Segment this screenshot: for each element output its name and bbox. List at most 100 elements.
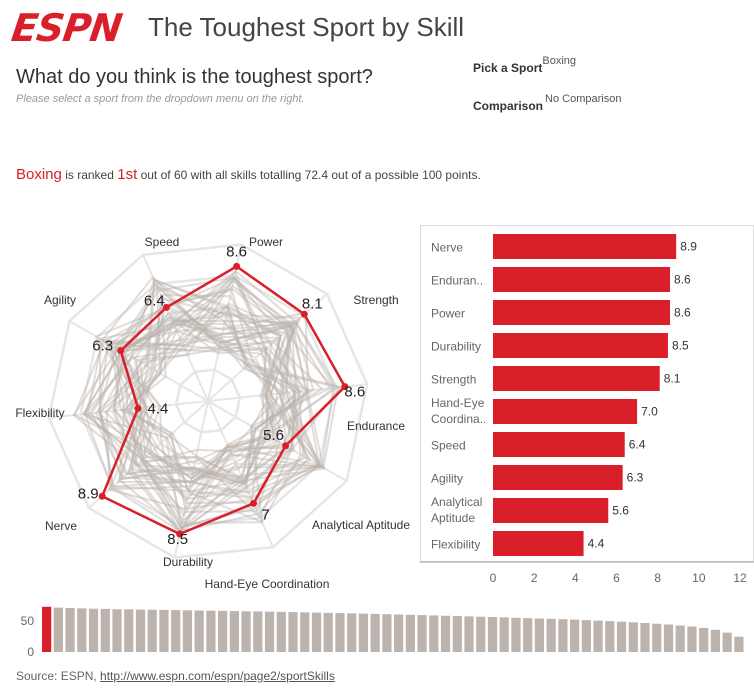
instruction-text: Please select a sport from the dropdown …: [16, 93, 305, 105]
skill-bar-label: Hand-Eye: [431, 396, 485, 410]
ranking-bar[interactable]: [311, 612, 322, 652]
ranking-bar[interactable]: [476, 616, 486, 652]
ranking-bar[interactable]: [593, 620, 603, 652]
ranking-bar[interactable]: [534, 618, 545, 653]
ranking-bar[interactable]: [358, 613, 369, 652]
ranking-bar[interactable]: [440, 615, 451, 652]
ranking-bar[interactable]: [722, 632, 732, 652]
skill-bar[interactable]: [493, 531, 584, 556]
radar-axis-label: Agility: [44, 293, 76, 307]
ranking-bar[interactable]: [182, 610, 193, 652]
ranking-bar[interactable]: [546, 618, 556, 652]
radar-other-sport-polygon: [118, 330, 335, 531]
ranking-bar[interactable]: [300, 612, 310, 652]
ranking-bar[interactable]: [605, 621, 615, 652]
skill-bar[interactable]: [493, 432, 625, 457]
skill-bar-label-line2: Aptitude: [431, 511, 475, 525]
ranking-bar[interactable]: [464, 616, 474, 652]
ranking-bar[interactable]: [323, 612, 333, 652]
summary-text-b: out of 60 with all skills totalling 72.4…: [137, 168, 481, 182]
ranking-bar[interactable]: [382, 614, 392, 652]
skill-bar[interactable]: [493, 366, 660, 391]
ranking-bar[interactable]: [699, 627, 709, 652]
ranking-bar[interactable]: [206, 610, 216, 652]
radar-other-sport-polygon: [127, 344, 301, 531]
ranking-bar[interactable]: [65, 608, 75, 652]
radar-other-sport-polygon: [124, 302, 285, 524]
ranking-bar[interactable]: [734, 636, 744, 652]
ranking-bar[interactable]: [687, 626, 697, 653]
radar-other-sport-polygon: [94, 278, 286, 483]
radar-point: [117, 347, 125, 355]
ranking-bar[interactable]: [241, 611, 251, 652]
ranking-bar[interactable]: [124, 609, 134, 652]
ranking-bar[interactable]: [288, 612, 298, 652]
skill-bar-label: Strength: [431, 373, 476, 387]
ranking-bar[interactable]: [499, 617, 509, 652]
skill-bar[interactable]: [493, 234, 677, 259]
skill-bar-label: Flexibility: [431, 538, 480, 552]
source-link[interactable]: http://www.espn.com/espn/page2/sportSkil…: [100, 669, 335, 683]
ranking-bar[interactable]: [135, 609, 146, 652]
comparison-picker[interactable]: Comparison No Comparison: [473, 89, 622, 113]
ranking-bar[interactable]: [112, 609, 122, 652]
skill-bar[interactable]: [493, 399, 638, 424]
skill-bar-label: Enduran..: [431, 274, 483, 288]
ranking-bar[interactable]: [42, 606, 52, 652]
radar-other-sport-polygon: [113, 305, 298, 485]
ranking-bar[interactable]: [147, 609, 157, 652]
ranking-bar[interactable]: [171, 610, 181, 652]
ranking-bar[interactable]: [159, 609, 169, 652]
ranking-bar[interactable]: [675, 625, 685, 652]
ranking-bar[interactable]: [628, 622, 638, 652]
ranking-bar[interactable]: [570, 619, 580, 652]
ranking-bar[interactable]: [276, 611, 286, 652]
ranking-bar[interactable]: [229, 611, 239, 652]
ranking-bar[interactable]: [616, 621, 627, 652]
ranking-bar[interactable]: [429, 615, 439, 652]
ranking-bar[interactable]: [218, 610, 228, 652]
ranking-bar[interactable]: [487, 617, 498, 652]
ranking-bar[interactable]: [335, 613, 345, 652]
ranking-bar[interactable]: [100, 608, 110, 652]
radar-other-sport-polygon: [81, 310, 282, 493]
skill-bar-label-line2: Coordina..: [431, 412, 486, 426]
skill-bar[interactable]: [493, 300, 671, 325]
ranking-bar[interactable]: [523, 618, 533, 652]
ranking-bar[interactable]: [88, 608, 99, 652]
ranking-bar[interactable]: [405, 614, 415, 652]
ranking-bar[interactable]: [452, 616, 462, 652]
radar-axis-label: Strength: [353, 293, 398, 307]
comparison-picker-value[interactable]: No Comparison: [545, 93, 622, 105]
ranking-bar[interactable]: [253, 611, 263, 652]
ranking-bar[interactable]: [558, 619, 568, 652]
ranking-bar[interactable]: [640, 623, 650, 652]
ranking-bar[interactable]: [710, 629, 721, 652]
radar-axis-label: Flexibility: [15, 406, 64, 420]
radar-point: [233, 262, 241, 270]
ranking-bar[interactable]: [652, 623, 662, 652]
ranking-bar[interactable]: [194, 610, 204, 653]
ranking-bar[interactable]: [347, 613, 357, 652]
ranking-bar[interactable]: [370, 613, 380, 652]
ranking-bar[interactable]: [663, 624, 674, 653]
ranking-bar[interactable]: [53, 607, 63, 652]
source-note: Source: ESPN, http://www.espn.com/espn/p…: [16, 669, 335, 683]
ranking-bar[interactable]: [394, 614, 404, 653]
ranking-bar[interactable]: [581, 620, 591, 652]
sport-ranking-chart: 50 0: [21, 606, 744, 656]
ranking-bar[interactable]: [417, 615, 427, 652]
sport-picker-value[interactable]: Boxing: [542, 55, 576, 67]
ranking-bar[interactable]: [264, 611, 275, 652]
skill-bar[interactable]: [493, 333, 668, 358]
ranking-bar[interactable]: [511, 617, 521, 652]
skill-bar-value: 8.1: [664, 372, 681, 386]
sport-picker[interactable]: Pick a SportBoxing: [473, 51, 576, 75]
skill-bar[interactable]: [493, 267, 671, 292]
skill-bar[interactable]: [493, 465, 623, 490]
skill-bar[interactable]: [493, 498, 609, 523]
x-tick-label: 12: [733, 571, 747, 585]
ranking-bar[interactable]: [77, 608, 87, 652]
radar-point: [162, 303, 170, 311]
summary-rank: 1st: [117, 166, 138, 183]
